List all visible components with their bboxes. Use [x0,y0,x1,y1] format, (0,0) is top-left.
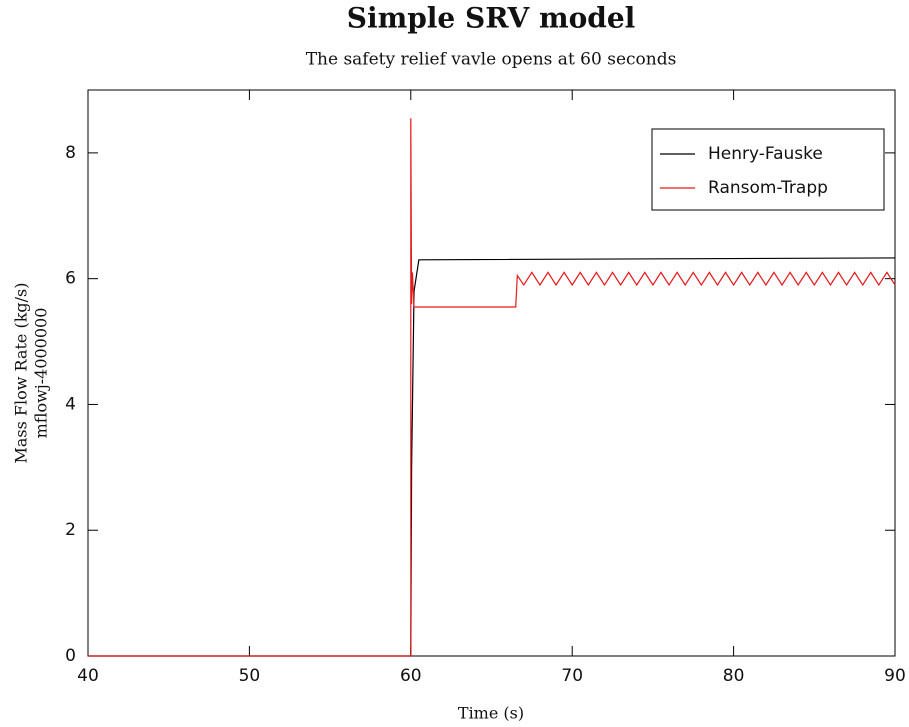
x-tick-label: 90 [884,666,906,686]
x-axis-label: Time (s) [458,704,524,723]
chart-title: Simple SRV model [347,2,636,35]
x-tick-label: 40 [77,666,99,686]
x-tick-label: 70 [561,666,583,686]
legend-label: Henry-Fauske [708,144,823,164]
y-axis-label: Mass Flow Rate (kg/s) [12,282,31,463]
series-line [88,118,896,657]
y-tick-label: 0 [65,646,76,666]
y-axis-label: mflowj-4000000 [32,308,51,439]
x-tick-label: 60 [400,666,422,686]
y-tick-label: 8 [65,143,76,163]
ticks: 40 50 60 70 80 90 0 2 4 6 8 [65,90,906,686]
chart-subtitle: The safety relief vavle opens at 60 seco… [306,50,677,70]
y-tick-label: 4 [65,394,76,414]
y-tick-label: 6 [65,269,76,289]
series [88,118,896,657]
x-tick-label: 50 [239,666,261,686]
legend-box [651,128,885,211]
series-line [88,257,896,657]
x-tick-label: 80 [723,666,745,686]
y-tick-label: 2 [65,520,76,540]
legend: Henry-Fauske Ransom-Trapp [651,128,885,211]
legend-label: Ransom-Trapp [708,178,828,198]
plot-frame [87,89,896,657]
